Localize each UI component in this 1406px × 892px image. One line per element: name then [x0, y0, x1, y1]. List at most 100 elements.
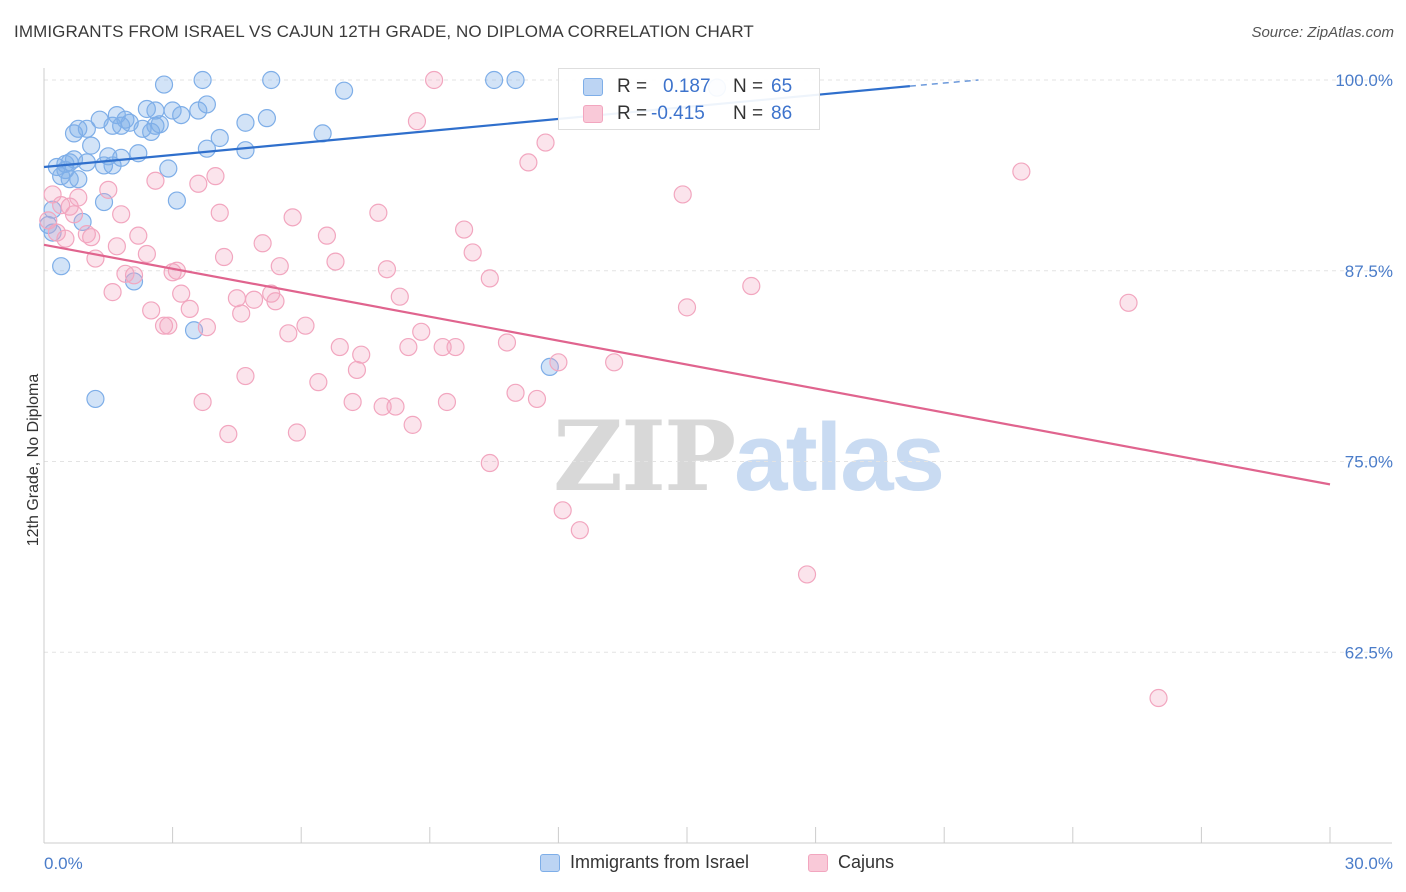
cajun-point: [253, 234, 272, 253]
legend-swatch-blue: [583, 78, 603, 96]
cajun-point: [446, 337, 465, 357]
cajun-point: [107, 237, 126, 256]
cajun-point: [189, 174, 208, 193]
cajun-point: [219, 424, 238, 444]
legend-r-label: R =: [617, 103, 648, 124]
cajun-point: [129, 226, 148, 245]
cajun-point: [137, 244, 156, 264]
series-legend-label: Immigrants from Israel: [570, 852, 750, 872]
cajun-point: [296, 316, 315, 335]
cajun-point: [437, 392, 457, 412]
israel-point: [52, 257, 71, 276]
israel-point: [210, 128, 229, 148]
cajun-point: [352, 345, 371, 364]
cajun-point: [142, 301, 161, 320]
israel-point: [69, 170, 88, 189]
cajun-point: [279, 324, 298, 343]
israel-trend-extension: [909, 79, 979, 87]
cajun-point: [69, 188, 88, 207]
israel-point: [167, 191, 186, 210]
cajun-point: [210, 203, 229, 222]
cajun-point: [172, 284, 191, 303]
cajun-point: [536, 133, 555, 152]
israel-point: [334, 81, 354, 100]
cajun-point: [347, 360, 367, 380]
cajun-point: [64, 205, 84, 224]
cajun-point: [99, 180, 118, 199]
cajun-point: [463, 243, 482, 262]
cajun-point: [343, 392, 362, 412]
legend-swatch-pink: [583, 105, 603, 123]
cajun-point: [605, 353, 624, 372]
cajun-point: [82, 228, 101, 247]
cajun-point: [56, 229, 75, 248]
cajun-point: [673, 185, 692, 204]
israel-point: [236, 141, 255, 160]
cajun-point: [146, 171, 165, 190]
israel-point: [150, 115, 169, 134]
cajun-point: [797, 565, 817, 584]
cajun-point: [412, 322, 431, 341]
cajun-point: [317, 226, 337, 245]
israel-point: [154, 75, 174, 94]
cajun-point: [433, 337, 452, 357]
cajun-point: [197, 318, 216, 337]
cajun-point: [244, 290, 264, 309]
watermark: ZIPatlas: [553, 400, 945, 513]
cajun-point: [373, 397, 392, 416]
israel-point: [112, 148, 131, 167]
cajun-point: [214, 247, 234, 267]
cajun-point: [480, 269, 499, 288]
stats-legend: R = 0.187 N = 65 R = -0.415 N = 86: [558, 68, 820, 130]
legend-r-value: 0.187: [663, 76, 711, 97]
cajun-point: [236, 366, 255, 386]
cajun-point: [570, 521, 589, 540]
cajun-trend-line: [43, 243, 1331, 486]
cajun-point: [326, 252, 345, 271]
cajun-point: [112, 205, 131, 224]
cajun-point: [270, 257, 289, 276]
legend-n-value: 86: [771, 103, 793, 124]
israel-point: [159, 159, 178, 178]
source-credit: Source: ZipAtlas.com: [1251, 24, 1394, 41]
watermark-zip: ZIP: [553, 400, 736, 513]
israel-point: [197, 95, 216, 114]
y-tick-label: 62.5%: [1345, 643, 1393, 662]
cajun-point: [159, 316, 178, 335]
legend-swatch-pink: [808, 853, 828, 872]
legend-n-value: 65: [771, 76, 793, 97]
cajun-point: [193, 392, 212, 412]
israel-point: [163, 101, 182, 120]
israel-point: [506, 70, 525, 90]
cajun-point: [330, 337, 349, 357]
cajun-point: [1149, 688, 1168, 708]
cajun-point: [454, 220, 474, 239]
cajun-point: [1012, 162, 1031, 181]
legend-n-label: N =: [733, 76, 764, 97]
cajun-point: [1119, 293, 1138, 312]
cajun-point: [266, 292, 285, 311]
cajun-point: [424, 70, 444, 90]
x-tick-label: 30.0%: [1345, 854, 1393, 873]
israel-point: [77, 119, 96, 138]
legend-r-label: R =: [617, 76, 648, 97]
series-legend-label: Cajuns: [838, 852, 895, 872]
cajun-point: [403, 415, 422, 434]
cajun-point: [227, 289, 246, 308]
cajun-point: [206, 167, 225, 186]
israel-point: [262, 70, 281, 90]
series-legend: Immigrants from Israel Cajuns: [0, 852, 1406, 878]
cajun-point: [377, 260, 397, 279]
cajun-point: [497, 333, 517, 352]
series-legend-israel[interactable]: Immigrants from Israel: [540, 852, 749, 873]
cajun-point: [407, 112, 427, 131]
cajun-point: [399, 337, 418, 357]
legend-swatch-blue: [540, 853, 560, 872]
cajun-point: [480, 453, 499, 473]
cajun-point: [386, 397, 405, 416]
cajun-point: [369, 203, 388, 222]
series-legend-cajuns[interactable]: Cajuns: [808, 852, 894, 873]
y-tick-label: 100.0%: [1335, 71, 1393, 90]
cajun-point: [527, 389, 547, 409]
